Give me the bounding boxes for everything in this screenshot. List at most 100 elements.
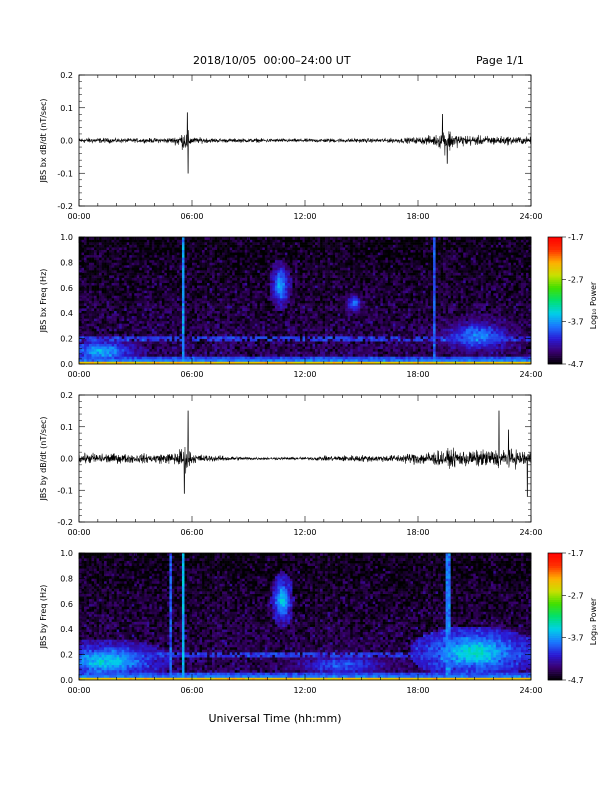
heatmap-cell: [126, 358, 130, 362]
heatmap-cell: [425, 341, 429, 344]
heatmap-cell: [232, 308, 235, 311]
heatmap-cell: [79, 292, 82, 296]
heatmap-cell: [104, 356, 107, 360]
heatmap-cell: [483, 346, 487, 350]
series-line-bx-timeseries: [78, 112, 532, 174]
heatmap-cell: [171, 305, 175, 309]
heatmap-cell: [164, 297, 168, 301]
heatmap-cell: [144, 358, 148, 362]
heatmap-cell: [287, 305, 291, 309]
heatmap-cell: [385, 338, 389, 342]
heatmap-cell: [475, 353, 479, 357]
heatmap-cell: [166, 336, 170, 339]
heatmap-cell: [284, 346, 288, 350]
heatmap-cell: [520, 328, 524, 332]
heatmap-cell: [520, 315, 524, 319]
heatmap-cell: [159, 310, 163, 314]
heatmap-cell: [352, 313, 356, 317]
heatmap-cell: [181, 305, 185, 309]
heatmap-cell: [360, 315, 364, 319]
heatmap-cell: [239, 323, 243, 327]
heatmap-cell: [81, 325, 85, 329]
heatmap-cell: [86, 313, 90, 317]
heatmap-cell: [455, 336, 459, 339]
heatmap-cell: [294, 336, 298, 339]
heatmap-cell: [151, 310, 155, 314]
heatmap-cell: [214, 341, 218, 344]
heatmap-cell: [395, 333, 399, 337]
heatmap-cell: [254, 313, 258, 317]
heatmap-cell: [101, 292, 105, 296]
heatmap-cell: [267, 310, 271, 314]
heatmap-cell: [212, 300, 215, 304]
heatmap-cell: [405, 300, 409, 304]
heatmap-cell: [430, 315, 434, 319]
heatmap-cell: [508, 361, 512, 365]
heatmap-cell: [254, 310, 258, 314]
heatmap-cell: [197, 295, 200, 299]
heatmap-cell: [96, 303, 100, 306]
heatmap-cell: [84, 346, 87, 350]
heatmap-cell: [297, 353, 301, 357]
heatmap-cell: [402, 297, 406, 301]
heatmap-cell: [352, 295, 356, 299]
heatmap-cell: [292, 361, 296, 365]
heatmap-cell: [86, 308, 90, 311]
heatmap-cell: [377, 323, 381, 327]
heatmap-cell: [305, 338, 308, 342]
heatmap-cell: [169, 351, 173, 355]
heatmap-cell: [232, 305, 235, 309]
heatmap-cell: [111, 358, 115, 362]
heatmap-cell: [347, 310, 351, 314]
heatmap-cell: [320, 353, 323, 357]
heatmap-cell: [440, 356, 444, 360]
heatmap-cell: [289, 333, 293, 337]
heatmap-cell: [247, 353, 251, 357]
heatmap-cell: [435, 346, 439, 350]
heatmap-cell: [337, 348, 341, 352]
heatmap-cell: [214, 351, 218, 355]
heatmap-cell: [458, 343, 461, 347]
heatmap-cell: [126, 333, 130, 337]
heatmap-cell: [478, 351, 482, 355]
heatmap-cell: [493, 300, 497, 304]
heatmap-cell: [350, 300, 354, 304]
heatmap-cell: [131, 358, 135, 362]
heatmap-cell: [525, 333, 529, 337]
heatmap-cell: [287, 333, 291, 337]
heatmap-cell: [423, 348, 426, 352]
heatmap-cell: [114, 325, 117, 329]
heatmap-cell: [116, 356, 120, 360]
heatmap-cell: [342, 330, 346, 334]
heatmap-cell: [96, 292, 100, 296]
heatmap-cell: [186, 353, 190, 357]
heatmap-cell: [340, 300, 343, 304]
heatmap-cell: [224, 346, 228, 350]
heatmap-cell: [101, 336, 105, 339]
heatmap-cell: [400, 358, 404, 362]
heatmap-cell: [202, 318, 205, 322]
heatmap-cell: [505, 358, 509, 362]
heatmap-cell: [159, 308, 163, 311]
heatmap-cell: [149, 348, 153, 352]
heatmap-cell: [86, 325, 90, 329]
heatmap-cell: [355, 318, 359, 322]
heatmap-cell: [116, 338, 120, 342]
heatmap-cell: [249, 353, 253, 357]
heatmap-cell: [197, 343, 200, 347]
heatmap-cell: [425, 336, 429, 339]
heatmap-cell: [159, 313, 163, 317]
heatmap-cell: [164, 320, 168, 324]
heatmap-cell: [508, 325, 512, 329]
heatmap-cell: [470, 353, 474, 357]
heatmap-cell: [257, 313, 261, 317]
heatmap-cell: [405, 315, 409, 319]
heatmap-cell: [438, 333, 441, 337]
heatmap-cell: [116, 346, 120, 350]
heatmap-cell: [307, 300, 311, 304]
heatmap-cell: [169, 358, 173, 362]
heatmap-cell: [405, 348, 409, 352]
heatmap-cell: [525, 338, 529, 342]
heatmap-cell: [114, 356, 117, 360]
heatmap-cell: [174, 341, 178, 344]
